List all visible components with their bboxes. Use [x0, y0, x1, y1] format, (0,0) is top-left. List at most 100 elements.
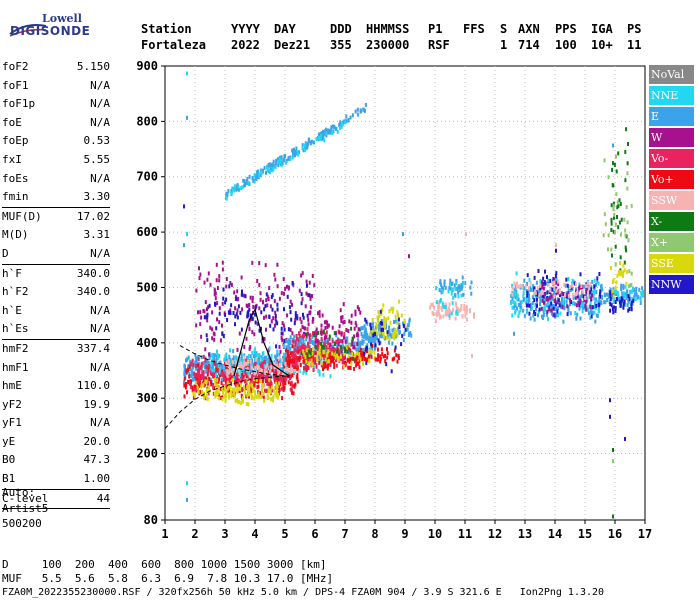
echo-point: [563, 303, 565, 308]
echo-point: [216, 286, 219, 290]
echo-point: [275, 373, 278, 378]
echo-point: [272, 398, 274, 403]
echo-point: [306, 331, 309, 336]
echo-point: [354, 359, 357, 364]
echo-point: [515, 284, 518, 289]
y-tick-label: 600: [136, 225, 158, 239]
echo-point: [564, 283, 567, 288]
echo-point: [317, 331, 320, 335]
echo-point: [353, 326, 356, 331]
echo-point: [594, 319, 597, 324]
echo-point: [539, 279, 542, 284]
echo-point: [294, 314, 297, 319]
echo-point: [519, 283, 522, 288]
echo-point: [253, 349, 256, 354]
echo-point: [613, 297, 616, 302]
echo-point: [247, 181, 250, 186]
echo-point: [533, 317, 536, 322]
echo-point: [263, 398, 266, 403]
echo-point: [314, 339, 317, 344]
echo-point: [313, 340, 316, 345]
echo-point: [331, 351, 334, 356]
echo-point: [628, 284, 631, 288]
echo-point: [283, 158, 286, 162]
echo-point: [567, 293, 570, 298]
echo-point: [571, 286, 574, 291]
echo-point: [185, 369, 188, 374]
echo-point: [246, 367, 249, 372]
echo-point: [339, 308, 342, 313]
echo-point: [227, 359, 230, 364]
echo-point: [282, 378, 285, 383]
echo-point: [243, 387, 246, 392]
echo-point: [385, 317, 388, 322]
echo-point: [368, 352, 371, 357]
echo-point: [273, 362, 276, 367]
echo-point: [206, 377, 208, 382]
echo-point: [257, 384, 260, 389]
echo-point: [195, 357, 198, 362]
echo-point: [435, 286, 438, 291]
echo-point: [431, 302, 434, 307]
echo-point: [191, 385, 194, 390]
echo-point: [334, 330, 337, 335]
echo-point: [263, 315, 265, 320]
echo-point: [196, 373, 199, 378]
echo-point: [187, 367, 190, 372]
echo-point: [315, 329, 318, 334]
echo-point: [270, 385, 273, 390]
echo-point: [581, 305, 584, 310]
echo-point: [243, 384, 245, 389]
echo-point: [277, 163, 280, 167]
echo-point: [212, 382, 215, 387]
echo-point: [547, 282, 550, 287]
echo-point: [627, 238, 630, 243]
echo-point: [353, 366, 356, 371]
echo-point: [278, 363, 281, 368]
echo-point: [347, 365, 350, 370]
echo-point: [612, 310, 615, 315]
echo-point: [216, 384, 219, 388]
echo-point: [579, 298, 582, 303]
echo-point: [404, 327, 407, 332]
echo-point: [597, 303, 600, 307]
echo-point: [371, 318, 374, 322]
echo-point: [320, 133, 323, 138]
echo-point: [311, 334, 314, 339]
echo-point: [291, 373, 294, 378]
echo-point: [258, 283, 261, 287]
echo-point: [213, 368, 216, 373]
echo-point: [198, 266, 200, 271]
echo-point: [593, 284, 596, 289]
echo-point: [225, 196, 228, 201]
echo-point: [186, 232, 188, 237]
echo-point: [595, 290, 598, 294]
echo-point: [211, 371, 214, 376]
echo-point: [325, 131, 328, 136]
echo-point: [616, 200, 619, 205]
echo-point: [553, 284, 556, 289]
echo-point: [287, 327, 290, 332]
echo-point: [388, 325, 391, 330]
echo-point: [626, 171, 629, 176]
y-tick-label: 400: [136, 336, 158, 350]
echo-point: [544, 302, 547, 307]
echo-point: [532, 284, 535, 289]
echo-point: [206, 372, 209, 377]
echo-point: [247, 309, 250, 314]
echo-point: [341, 339, 344, 344]
echo-point: [305, 365, 308, 370]
echo-point: [286, 370, 289, 375]
echo-point: [215, 389, 218, 394]
echo-point: [311, 274, 314, 278]
echo-point: [186, 481, 188, 486]
echo-point: [227, 189, 230, 193]
param-row: h`F 340.0: [2, 265, 110, 284]
echo-point: [342, 345, 345, 349]
echo-point: [528, 303, 531, 308]
echo-point: [290, 369, 293, 374]
echo-point: [316, 339, 319, 344]
echo-point: [286, 284, 288, 289]
legend-item-nnw: NNW: [649, 275, 694, 294]
param-name: B0: [2, 453, 16, 467]
